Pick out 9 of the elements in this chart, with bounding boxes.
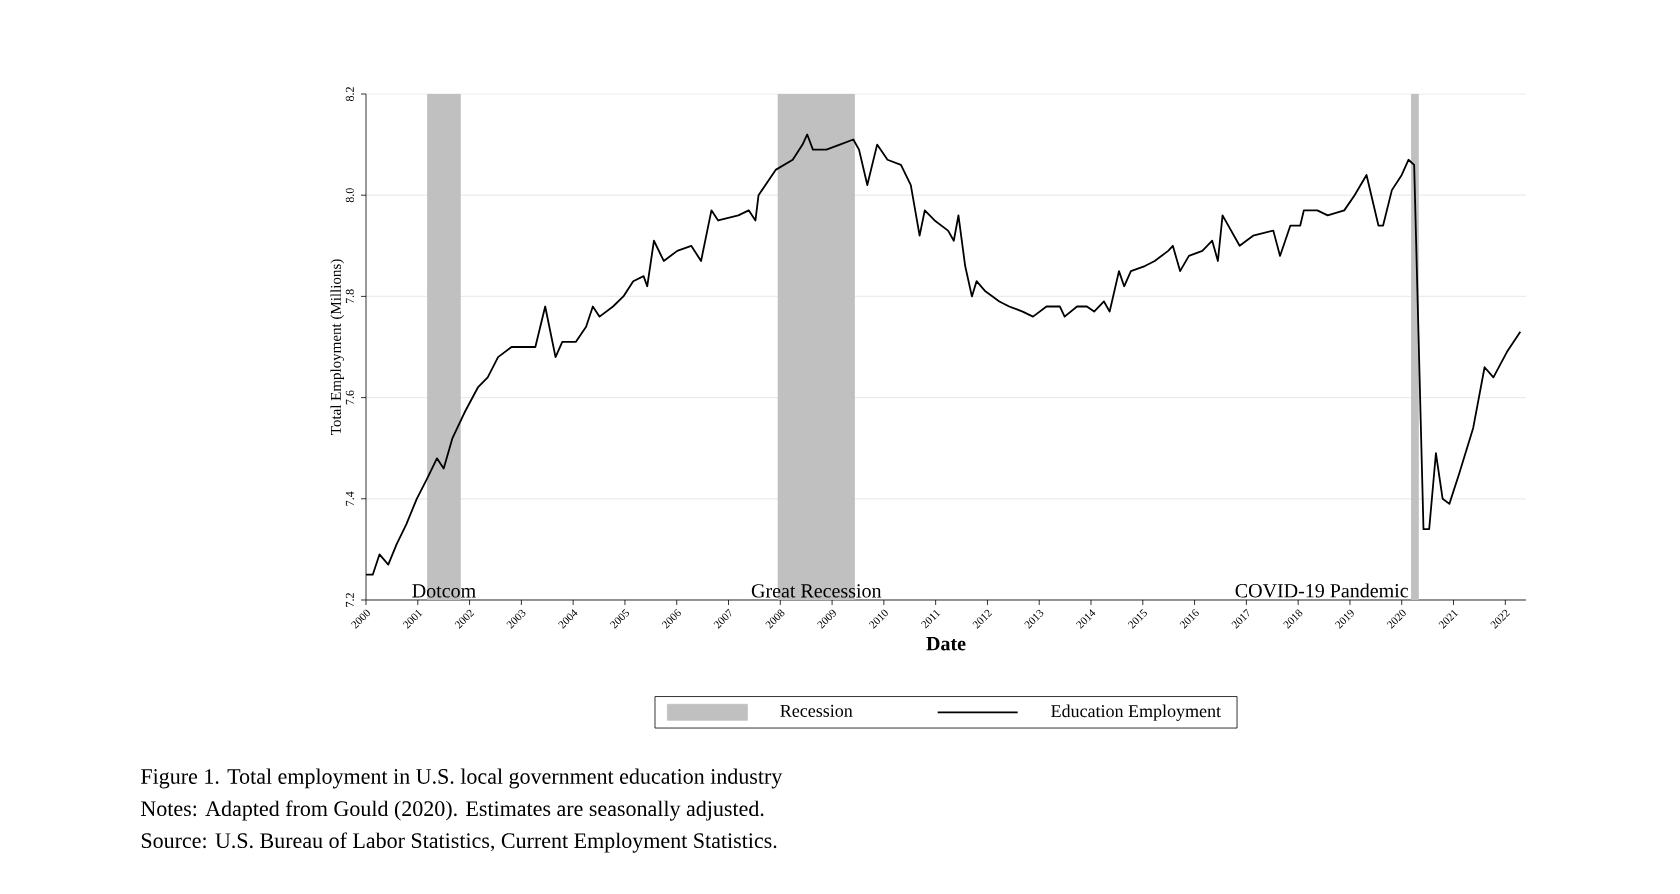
x-axis-title: Date [926,637,966,651]
text: Figure 1. Total employment in U.S. local government education industry [141,768,783,789]
legend-label: Education Employment [1051,704,1221,721]
band-label: Great Recession [751,584,882,598]
text: Notes: Adapted from Gould (2020). Estimates are seasonally adjusted. [141,800,764,821]
band-label: COVID-19 Pandemic [1235,583,1409,598]
source-note: Source: U.S. Bureau of Labor Statistics, Current Employment Statistics. [141,832,777,853]
band-label: Dotcom [412,584,476,598]
text: Recession [780,704,853,717]
